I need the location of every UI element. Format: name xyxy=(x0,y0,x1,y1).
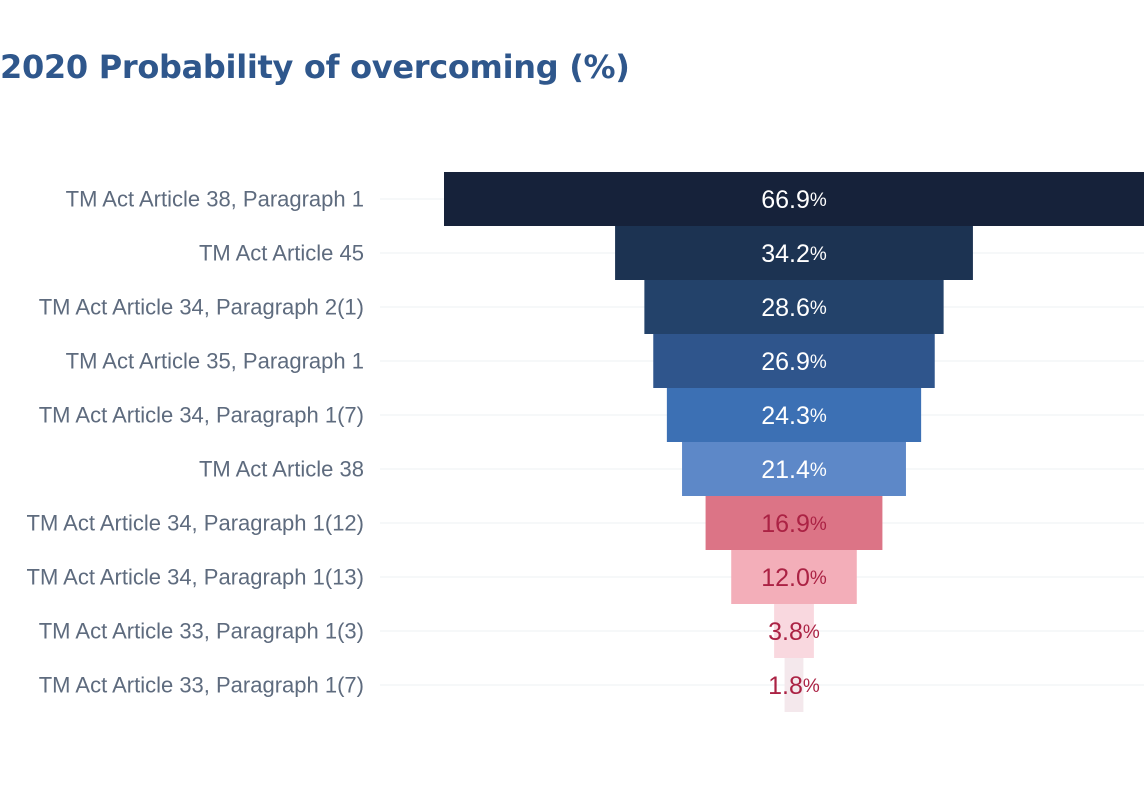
category-label: TM Act Article 38 xyxy=(199,457,364,482)
value-label: 34.2% xyxy=(761,240,827,268)
category-label: TM Act Article 34, Paragraph 2(1) xyxy=(39,295,364,320)
category-label: TM Act Article 34, Paragraph 1(13) xyxy=(27,565,365,590)
funnel-bar xyxy=(731,550,857,604)
value-label: 28.6% xyxy=(761,294,827,322)
category-label: TM Act Article 33, Paragraph 1(7) xyxy=(39,673,364,698)
value-label: 24.3% xyxy=(761,402,827,430)
funnel-bar xyxy=(615,226,973,280)
value-label: 66.9% xyxy=(761,186,827,214)
value-label: 3.8% xyxy=(768,618,820,646)
category-label: TM Act Article 35, Paragraph 1 xyxy=(66,349,364,374)
value-label: 12.0% xyxy=(761,564,827,592)
funnel-bars xyxy=(444,172,1144,712)
category-label: TM Act Article 38, Paragraph 1 xyxy=(66,187,364,212)
category-label: TM Act Article 45 xyxy=(199,241,364,266)
value-label: 26.9% xyxy=(761,348,827,376)
funnel-bar xyxy=(644,280,944,334)
chart-title: 2020 Probability of overcoming (%) xyxy=(0,48,630,86)
category-label: TM Act Article 33, Paragraph 1(3) xyxy=(39,619,364,644)
funnel-bar xyxy=(666,388,922,442)
value-label: 21.4% xyxy=(761,456,827,484)
funnel-bar xyxy=(774,604,814,658)
category-labels: TM Act Article 38, Paragraph 1 TM Act Art… xyxy=(27,187,365,698)
funnel-bar xyxy=(705,496,883,550)
value-label: 16.9% xyxy=(761,510,827,538)
funnel-bar xyxy=(682,442,906,496)
funnel-bar xyxy=(444,172,1144,226)
value-labels: 66.9% 34.2% 28.6% 26.9% 24.3% 21.4% 16.9% 12.0%… xyxy=(761,186,827,700)
category-label: TM Act Article 34, Paragraph 1(7) xyxy=(39,403,364,428)
funnel-bar xyxy=(653,334,935,388)
value-label: 1.8% xyxy=(768,672,820,700)
category-label: TM Act Article 34, Paragraph 1(12) xyxy=(27,511,365,536)
funnel-bar xyxy=(784,658,804,712)
